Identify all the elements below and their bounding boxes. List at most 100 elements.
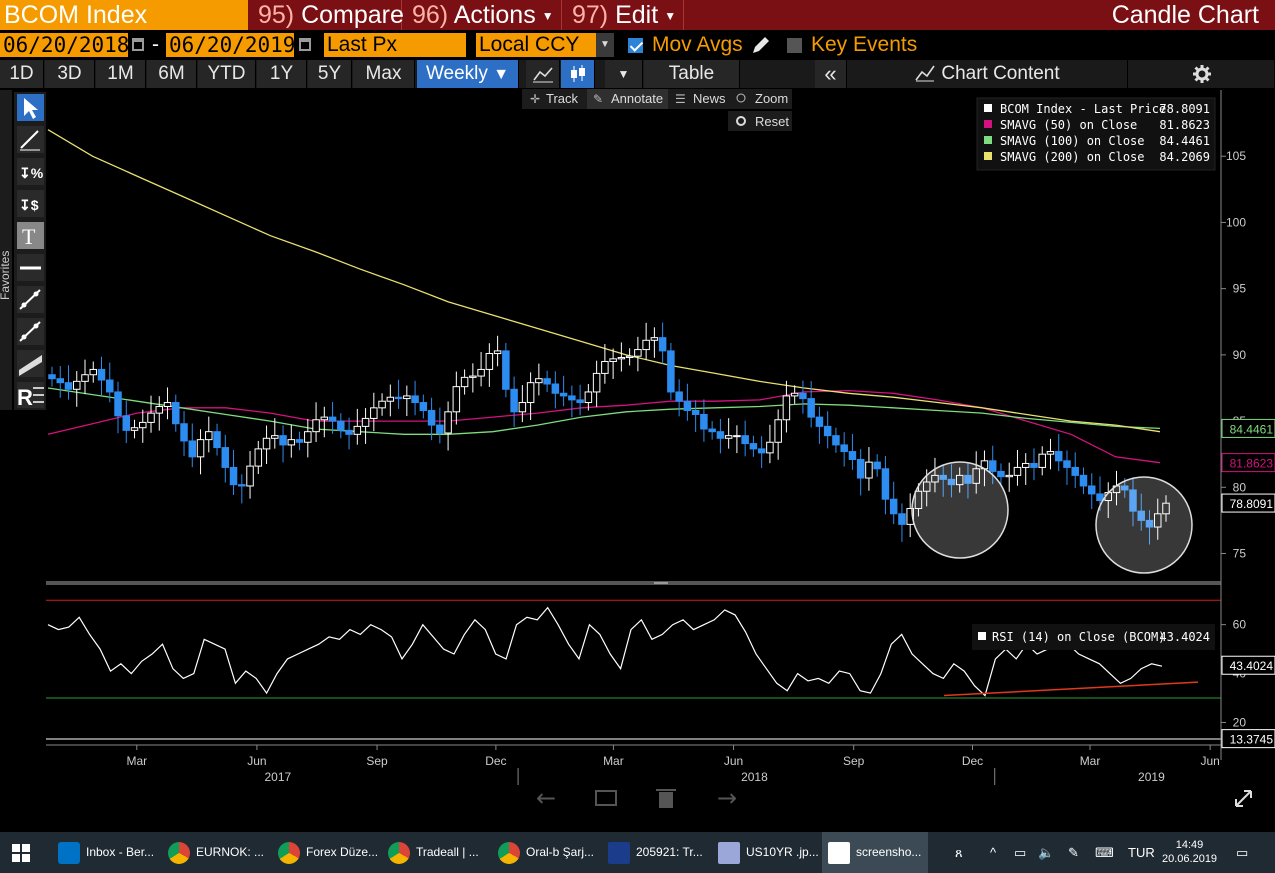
gear-icon[interactable]: [1130, 60, 1275, 88]
comment-icon[interactable]: [595, 790, 617, 806]
candle-up: [1005, 462, 1013, 492]
annotate-button[interactable]: ✎ Annotate: [593, 91, 663, 106]
security-field[interactable]: BCOM Index: [0, 0, 248, 30]
candle-down: [229, 449, 238, 495]
chevron-down-icon[interactable]: ▼: [605, 60, 643, 88]
arrow-left-icon[interactable]: ←: [536, 784, 556, 812]
expand-icon[interactable]: [1235, 790, 1252, 807]
candle-body: [81, 374, 89, 382]
taskbar-chrome-2[interactable]: Forex Düze...: [278, 832, 378, 873]
period-6m-button[interactable]: 6M: [147, 60, 197, 88]
candle-body: [964, 474, 972, 484]
taskbar-image-viewer[interactable]: US10YR .jp...: [718, 832, 819, 873]
candle-body: [1030, 462, 1038, 468]
zoom-button[interactable]: Zoom: [736, 91, 788, 106]
keyboard-icon[interactable]: ⌨: [1095, 845, 1114, 860]
frequency-select[interactable]: Weekly ▼: [417, 60, 519, 88]
taskbar-chrome-4[interactable]: Oral-b Şarj...: [498, 832, 598, 873]
network-icon[interactable]: ▭: [1014, 845, 1027, 860]
period-1m-button[interactable]: 1M: [96, 60, 146, 88]
period-3d-button[interactable]: 3D: [45, 60, 95, 88]
language-indicator[interactable]: TUR: [1128, 845, 1155, 860]
candle-down: [436, 407, 444, 444]
clock[interactable]: 14:49 20.06.2019: [1162, 832, 1217, 873]
people-icon[interactable]: ጸ: [955, 845, 963, 860]
price-change-glyph: ↧$: [19, 197, 39, 213]
mov-avgs-checkbox[interactable]: [628, 38, 643, 53]
legend-box[interactable]: BCOM Index - Last Price 78.8091 SMAVG (5…: [976, 97, 1216, 171]
key-events-checkbox[interactable]: [787, 38, 802, 53]
percent-change-icon[interactable]: [17, 158, 44, 185]
pencil-icon[interactable]: [750, 36, 772, 56]
candle-body: [782, 395, 791, 421]
candle-body: [906, 507, 914, 525]
notifications-icon[interactable]: ▭: [1236, 845, 1249, 860]
candle-up: [139, 409, 147, 443]
price-field-select[interactable]: Last Px: [324, 33, 466, 57]
candle-body: [856, 458, 865, 479]
candle-down: [543, 370, 551, 392]
trash-icon[interactable]: [659, 792, 673, 808]
annotation-circle[interactable]: [1095, 476, 1193, 574]
candle-body: [625, 355, 634, 359]
annotation-circle[interactable]: [911, 461, 1009, 559]
period-ytd-button[interactable]: YTD: [198, 60, 256, 88]
candle-body: [683, 400, 692, 411]
rsi-legend[interactable]: RSI (14) on Close (BCOM) 43.4024: [972, 624, 1215, 650]
chart-content-button[interactable]: Chart Content: [848, 60, 1128, 88]
period-1y-button[interactable]: 1Y: [257, 60, 307, 88]
legend-label: SMAVG (200) on Close: [1000, 150, 1145, 164]
period-max-button[interactable]: Max: [353, 60, 415, 88]
taskbar-screenshot[interactable]: screensho...: [822, 832, 928, 873]
sma100-line: [47, 387, 1161, 435]
favorites-tab[interactable]: Favorites: [0, 90, 12, 410]
volume-icon[interactable]: 🔈: [1038, 845, 1055, 860]
start-date-field[interactable]: 06/20/2018: [0, 33, 129, 57]
candle-down: [947, 464, 956, 498]
calendar-icon[interactable]: [132, 38, 144, 51]
candle-body: [122, 415, 131, 431]
reset-button[interactable]: Reset: [736, 114, 789, 129]
divider-handle-icon[interactable]: [654, 582, 668, 584]
candle-body: [1063, 460, 1071, 468]
windows-start-icon[interactable]: [12, 832, 42, 873]
chevron-up-icon[interactable]: ^: [990, 845, 997, 860]
period-1d-button[interactable]: 1D: [0, 60, 44, 88]
taskbar-outlook-label: Inbox - Ber...: [86, 845, 155, 859]
calendar-icon[interactable]: [299, 38, 311, 51]
candle-body: [922, 481, 931, 492]
collapse-button[interactable]: «: [815, 60, 847, 88]
text-tool-icon[interactable]: [17, 222, 44, 249]
end-date-field[interactable]: 06/20/2019: [166, 33, 295, 57]
candle-chart-icon[interactable]: [561, 60, 595, 88]
panel-divider[interactable]: [46, 581, 1221, 585]
line-chart-icon[interactable]: [526, 60, 560, 88]
candle-up: [1038, 446, 1046, 476]
taskbar-chrome-1[interactable]: EURNOK: ...: [168, 832, 268, 873]
price-change-icon[interactable]: [17, 190, 44, 217]
pen-icon[interactable]: ✎: [1068, 845, 1079, 860]
taskbar-chrome-3[interactable]: Tradeall | ...: [388, 832, 488, 873]
candle-body: [799, 392, 807, 400]
table-button[interactable]: Table: [644, 60, 740, 88]
moving-averages: [47, 129, 1161, 464]
candle-up: [972, 451, 980, 494]
key-events-label: Key Events: [811, 33, 918, 56]
currency-select[interactable]: Local CCY: [476, 33, 596, 57]
actions-menu[interactable]: 96) Actions ▼: [404, 0, 562, 30]
taskbar-outlook[interactable]: Inbox - Ber...: [58, 832, 162, 873]
candle-up: [361, 408, 370, 444]
period-5y-button[interactable]: 5Y: [308, 60, 352, 88]
candle-body: [1013, 466, 1022, 476]
arrow-right-icon[interactable]: →: [717, 784, 737, 812]
legend-value: 84.4461: [1159, 134, 1210, 148]
chevron-down-icon[interactable]: ▼: [596, 33, 614, 57]
compare-menu[interactable]: 95) Compare: [252, 0, 404, 30]
taskbar-trademaster[interactable]: 205921: Tr...: [608, 832, 708, 873]
candle-down: [757, 436, 766, 468]
candle-body: [568, 395, 576, 401]
news-button[interactable]: ☰ News: [675, 91, 726, 106]
track-button[interactable]: ✛ Track: [530, 91, 579, 106]
edit-menu[interactable]: 97) Edit ▼: [564, 0, 684, 30]
candle-chart[interactable]: 7580859095100105 204060 MarJunSepDecMarJ…: [0, 88, 1275, 815]
